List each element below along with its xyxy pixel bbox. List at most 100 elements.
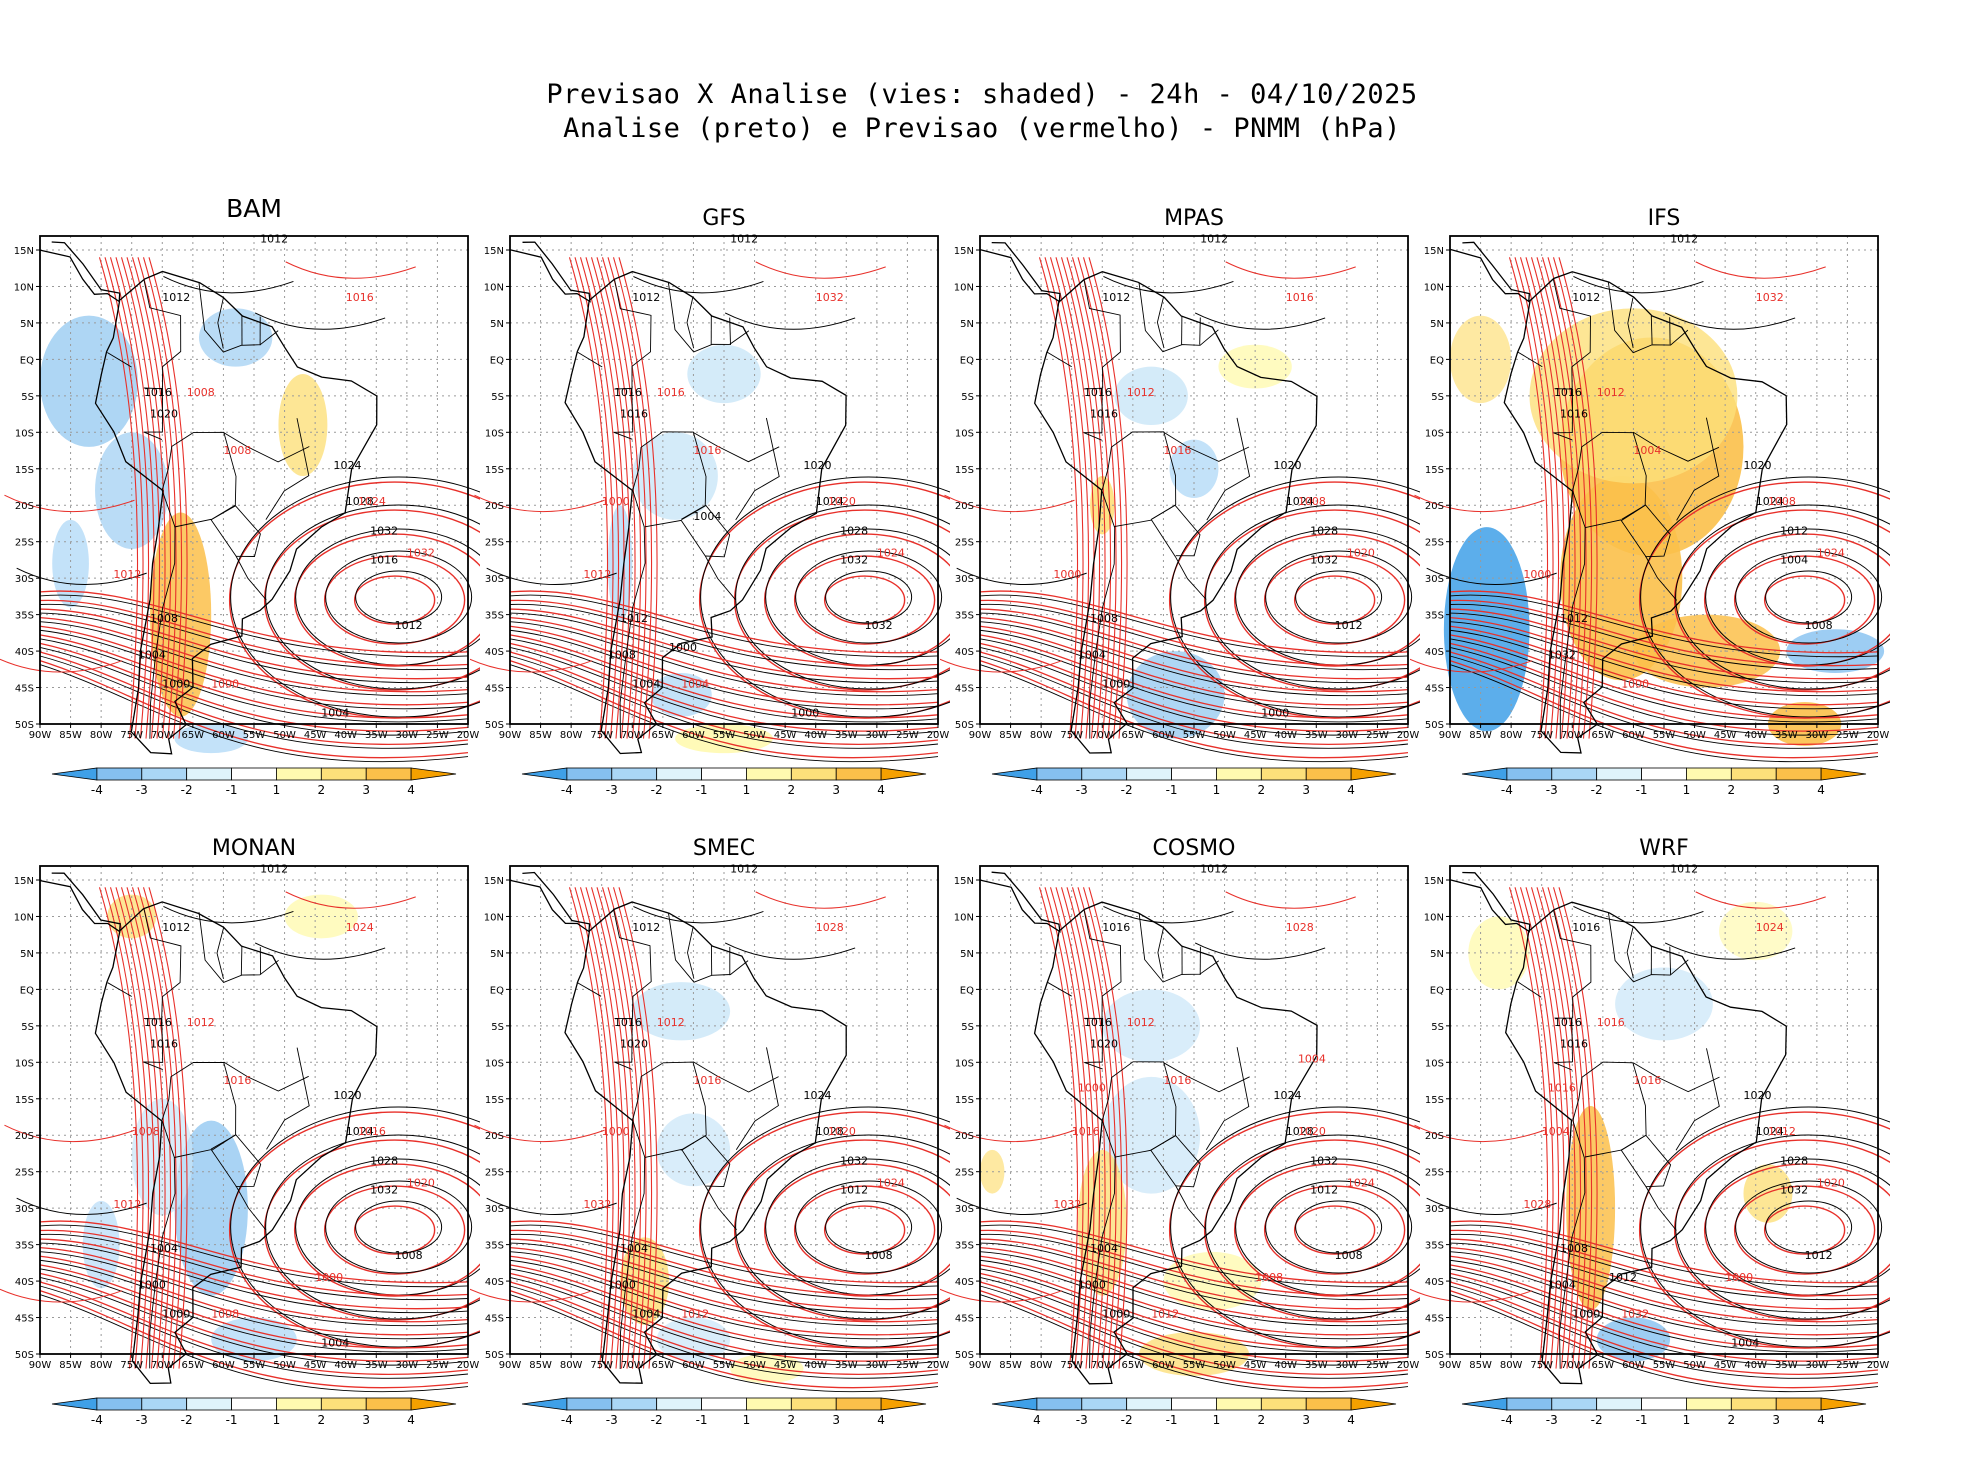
colorbar-tick-label: 3	[362, 1413, 370, 1427]
colorbar-segment	[52, 768, 97, 780]
lon-tick-label: 45W	[1714, 730, 1737, 741]
isobar-label-forecast: 1012	[113, 568, 141, 581]
isobar-label-analysis: 1028	[840, 524, 868, 537]
isobar-label-analysis: 1004	[632, 678, 660, 691]
isobar-label-analysis: 1004	[321, 707, 349, 720]
isobar-label-analysis: 1028	[1310, 524, 1338, 537]
colorbar-segment	[366, 1398, 411, 1410]
isobar-label-analysis: 1012	[1670, 863, 1698, 876]
colorbar-segment	[1642, 768, 1687, 780]
isobar-label-forecast: 1008	[187, 386, 215, 399]
colorbar-segment	[411, 768, 456, 780]
lat-tick-label: 10N	[1424, 282, 1444, 293]
lon-tick-label: 55W	[1653, 1360, 1676, 1371]
isobar-label-analysis: 1016	[1554, 386, 1582, 399]
central-america-coast	[40, 873, 120, 932]
colorbar-segment	[142, 768, 187, 780]
colorbar-segment	[1082, 1398, 1127, 1410]
isobar-label-forecast: 1020	[828, 495, 856, 508]
colorbar-segment	[1731, 768, 1776, 780]
isobar-label-analysis: 1016	[1560, 408, 1588, 421]
map-monan: 1012101210161016102010241028103210081004…	[0, 820, 480, 1460]
colorbar-tick-label: -1	[696, 783, 708, 797]
isobar-label-forecast: 1016	[657, 386, 685, 399]
lat-tick-label: 40S	[1425, 1277, 1444, 1288]
lon-tick-label: 80W	[1500, 1360, 1523, 1371]
isobar-label-forecast: 1024	[1756, 921, 1784, 934]
lon-tick-label: 65W	[1592, 1360, 1615, 1371]
lon-tick-label: 30W	[1336, 1360, 1359, 1371]
isobar-label-forecast: 1032	[1756, 291, 1784, 304]
colorbar-tick-label: 3	[362, 783, 370, 797]
forecast-isobar	[1045, 257, 1083, 738]
lon-tick-label: 80W	[90, 730, 113, 741]
isobar-label-analysis: 1000	[1078, 1278, 1106, 1291]
lon-tick-label: 90W	[969, 730, 992, 741]
lon-tick-label: 30W	[866, 1360, 889, 1371]
isobar-label-forecast: 1008	[1298, 495, 1326, 508]
isobar-label-analysis: 1012	[1102, 291, 1130, 304]
colorbar-tick-label: 2	[1728, 783, 1736, 797]
colorbar-tick-label: 3	[832, 783, 840, 797]
isobar-label-analysis: 1004	[1078, 648, 1106, 661]
isobar-label-forecast: 1028	[816, 921, 844, 934]
lon-tick-label: 30W	[1336, 730, 1359, 741]
isobar-label-analysis: 1012	[620, 612, 648, 625]
colorbar-segment	[1127, 768, 1172, 780]
lat-tick-label: 25S	[955, 538, 974, 549]
lat-tick-label: 25S	[1425, 1168, 1444, 1179]
colorbar-tick-label: -4	[1031, 783, 1043, 797]
lat-tick-label: 15S	[1425, 1095, 1444, 1106]
colorbar-tick-label: -2	[1121, 783, 1133, 797]
lat-tick-label: 15N	[1424, 876, 1444, 887]
lat-tick-label: 10S	[1425, 428, 1444, 439]
colorbar-segment	[1776, 768, 1821, 780]
colorbar-segment	[97, 768, 142, 780]
central-america-coast	[1450, 242, 1529, 301]
colorbar-tick-label: -1	[226, 783, 238, 797]
lon-tick-label: 65W	[182, 730, 205, 741]
forecast-isobar	[1295, 1206, 1375, 1254]
isobar-label-analysis: 1012	[632, 291, 660, 304]
colorbar-segment	[1507, 1398, 1552, 1410]
colorbar-segment	[276, 1398, 321, 1410]
lon-tick-label: 70W	[1091, 730, 1114, 741]
lon-tick-label: 85W	[1469, 1360, 1492, 1371]
isobar-label-analysis: 1012	[395, 619, 423, 632]
colorbar-segment	[1552, 768, 1597, 780]
isobar-label-forecast: 1008	[132, 1125, 160, 1138]
lon-tick-label: 50W	[1213, 730, 1236, 741]
isobar-label-forecast: 1020	[1817, 1176, 1845, 1189]
isobar-label-analysis: 1008	[150, 612, 178, 625]
colorbar-tick-label: 2	[788, 1413, 796, 1427]
colorbar-tick-label: 1	[1213, 1413, 1221, 1427]
colorbar-tick-label: -1	[696, 1413, 708, 1427]
colorbar-tick-label: -3	[606, 783, 618, 797]
colorbar-segment	[232, 1398, 277, 1410]
lon-tick-label: 75W	[590, 1360, 613, 1371]
lat-tick-label: 20S	[15, 501, 34, 512]
lon-tick-label: 60W	[682, 1360, 705, 1371]
lon-tick-label: 40W	[334, 1360, 357, 1371]
bias-area	[52, 520, 89, 608]
isobar-label-forecast: 1016	[693, 1074, 721, 1087]
colorbar-tick-label: -3	[1076, 783, 1088, 797]
lon-tick-label: 75W	[1060, 1360, 1083, 1371]
lon-tick-label: 85W	[59, 1360, 82, 1371]
colorbar-segment	[702, 768, 747, 780]
isobar-label-analysis: 1000	[1102, 678, 1130, 691]
lon-tick-label: 45W	[304, 730, 327, 741]
lon-tick-label: 75W	[590, 730, 613, 741]
colorbar-tick-label: 3	[1302, 783, 1310, 797]
colorbar-tick-label: -4	[561, 1413, 573, 1427]
isobar-label-analysis: 1016	[1084, 1016, 1112, 1029]
isobar-label-forecast: 1016	[1163, 444, 1191, 457]
colorbar-segment	[52, 1398, 97, 1410]
lat-tick-label: 45S	[15, 1314, 34, 1325]
lon-tick-label: 65W	[1592, 730, 1615, 741]
country-border	[211, 506, 261, 557]
colorbar-segment	[657, 1398, 702, 1410]
